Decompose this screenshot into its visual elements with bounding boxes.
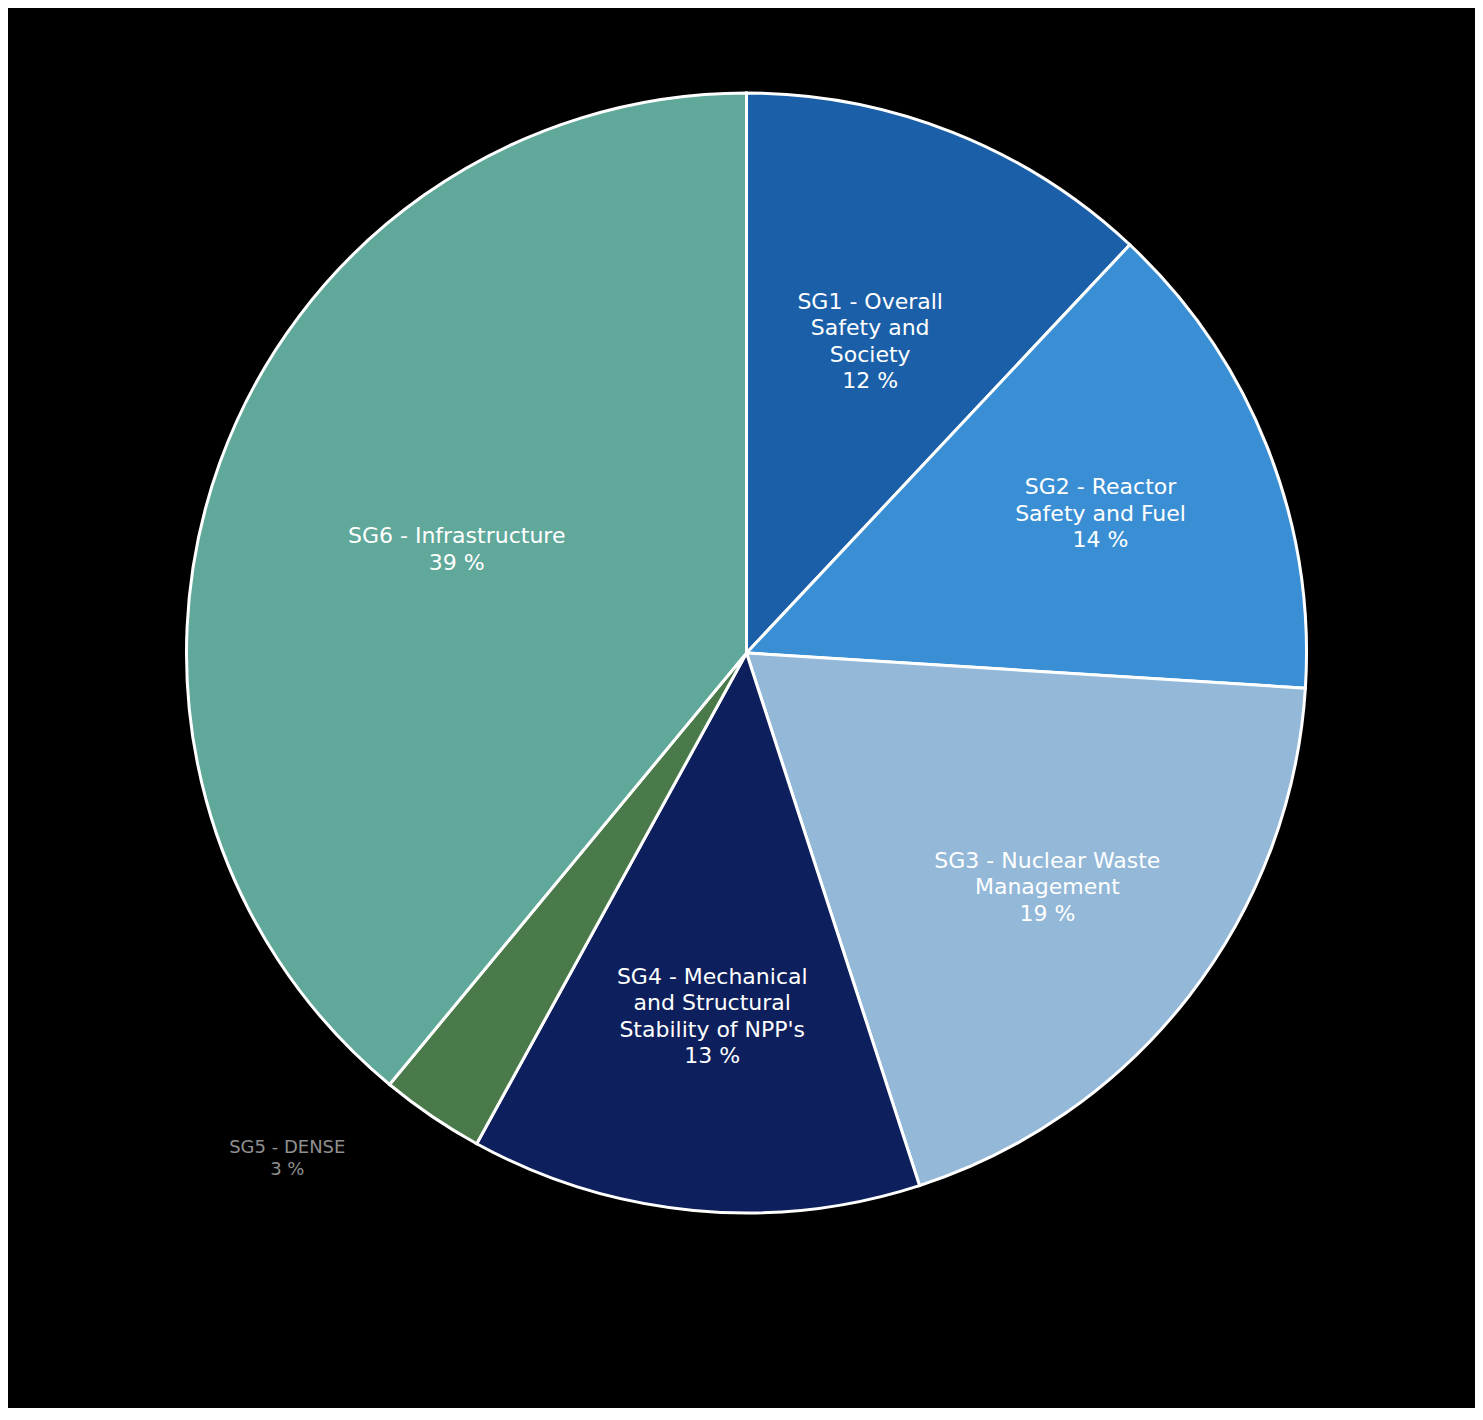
svg-text:SG4 - Mechanicaland Structural: SG4 - Mechanicaland StructuralStability … xyxy=(617,963,808,1067)
svg-text:SG2 - ReactorSafety and Fuel14: SG2 - ReactorSafety and Fuel14 % xyxy=(1015,474,1186,552)
svg-text:SG6 - Infrastructure39 %: SG6 - Infrastructure39 % xyxy=(348,523,565,574)
svg-text:SG1 - OverallSafety andSociety: SG1 - OverallSafety andSociety12 % xyxy=(797,288,943,392)
svg-text:SG5 - DENSE3 %: SG5 - DENSE3 % xyxy=(229,1136,345,1179)
svg-text:SG3 - Nuclear WasteManagement1: SG3 - Nuclear WasteManagement19 % xyxy=(934,847,1160,925)
